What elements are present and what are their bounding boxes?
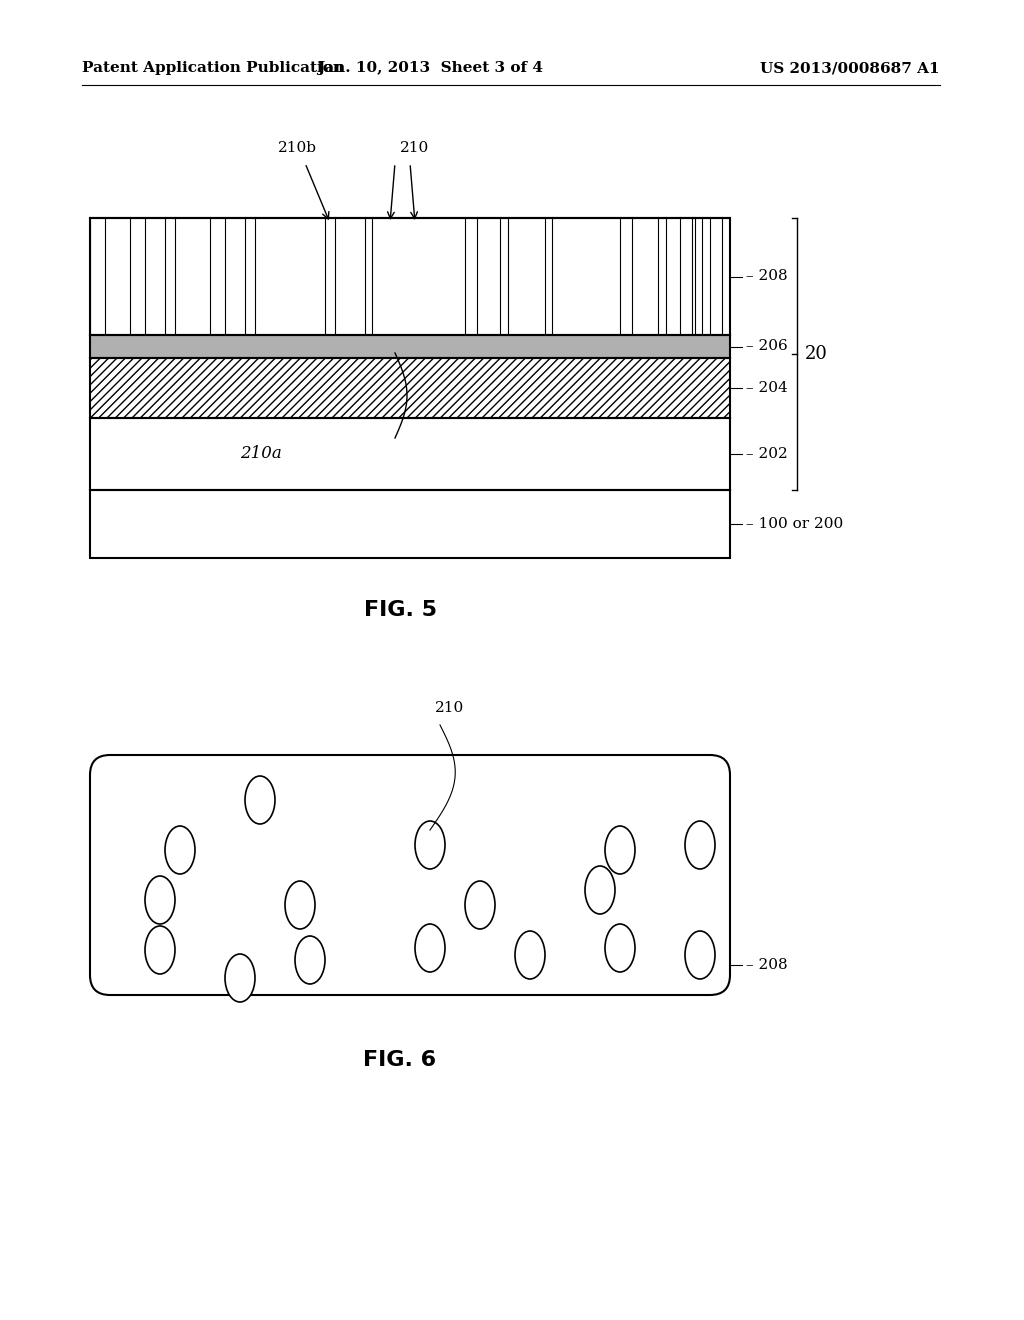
Ellipse shape [145, 876, 175, 924]
Ellipse shape [285, 880, 315, 929]
Bar [90, 490, 730, 558]
Text: US 2013/0008687 A1: US 2013/0008687 A1 [761, 61, 940, 75]
Text: Jan. 10, 2013  Sheet 3 of 4: Jan. 10, 2013 Sheet 3 of 4 [317, 61, 543, 75]
Ellipse shape [225, 954, 255, 1002]
Text: 210b: 210b [278, 141, 316, 154]
Text: – 204: – 204 [746, 381, 787, 395]
Ellipse shape [165, 826, 195, 874]
Text: 20: 20 [805, 345, 827, 363]
Text: – 206: – 206 [746, 339, 787, 354]
Ellipse shape [685, 821, 715, 869]
Ellipse shape [605, 924, 635, 972]
Bar [90, 358, 730, 418]
Text: 210: 210 [435, 701, 465, 715]
Ellipse shape [465, 880, 495, 929]
Text: – 208: – 208 [746, 958, 787, 972]
Ellipse shape [145, 927, 175, 974]
Ellipse shape [605, 826, 635, 874]
Ellipse shape [415, 924, 445, 972]
Ellipse shape [685, 931, 715, 979]
Text: – 202: – 202 [746, 447, 787, 461]
Ellipse shape [295, 936, 325, 983]
Ellipse shape [515, 931, 545, 979]
Ellipse shape [585, 866, 615, 913]
Ellipse shape [245, 776, 275, 824]
FancyBboxPatch shape [90, 755, 730, 995]
Bar [90, 218, 730, 558]
Text: Patent Application Publication: Patent Application Publication [82, 61, 344, 75]
Text: FIG. 6: FIG. 6 [364, 1049, 436, 1071]
Text: – 100 or 200: – 100 or 200 [746, 517, 843, 531]
Text: – 208: – 208 [746, 269, 787, 284]
Bar [90, 218, 730, 335]
Bar [90, 418, 730, 490]
Text: 210: 210 [400, 141, 430, 154]
Bar [90, 335, 730, 358]
Ellipse shape [415, 821, 445, 869]
Text: FIG. 5: FIG. 5 [364, 601, 436, 620]
Text: 210a: 210a [240, 446, 282, 462]
